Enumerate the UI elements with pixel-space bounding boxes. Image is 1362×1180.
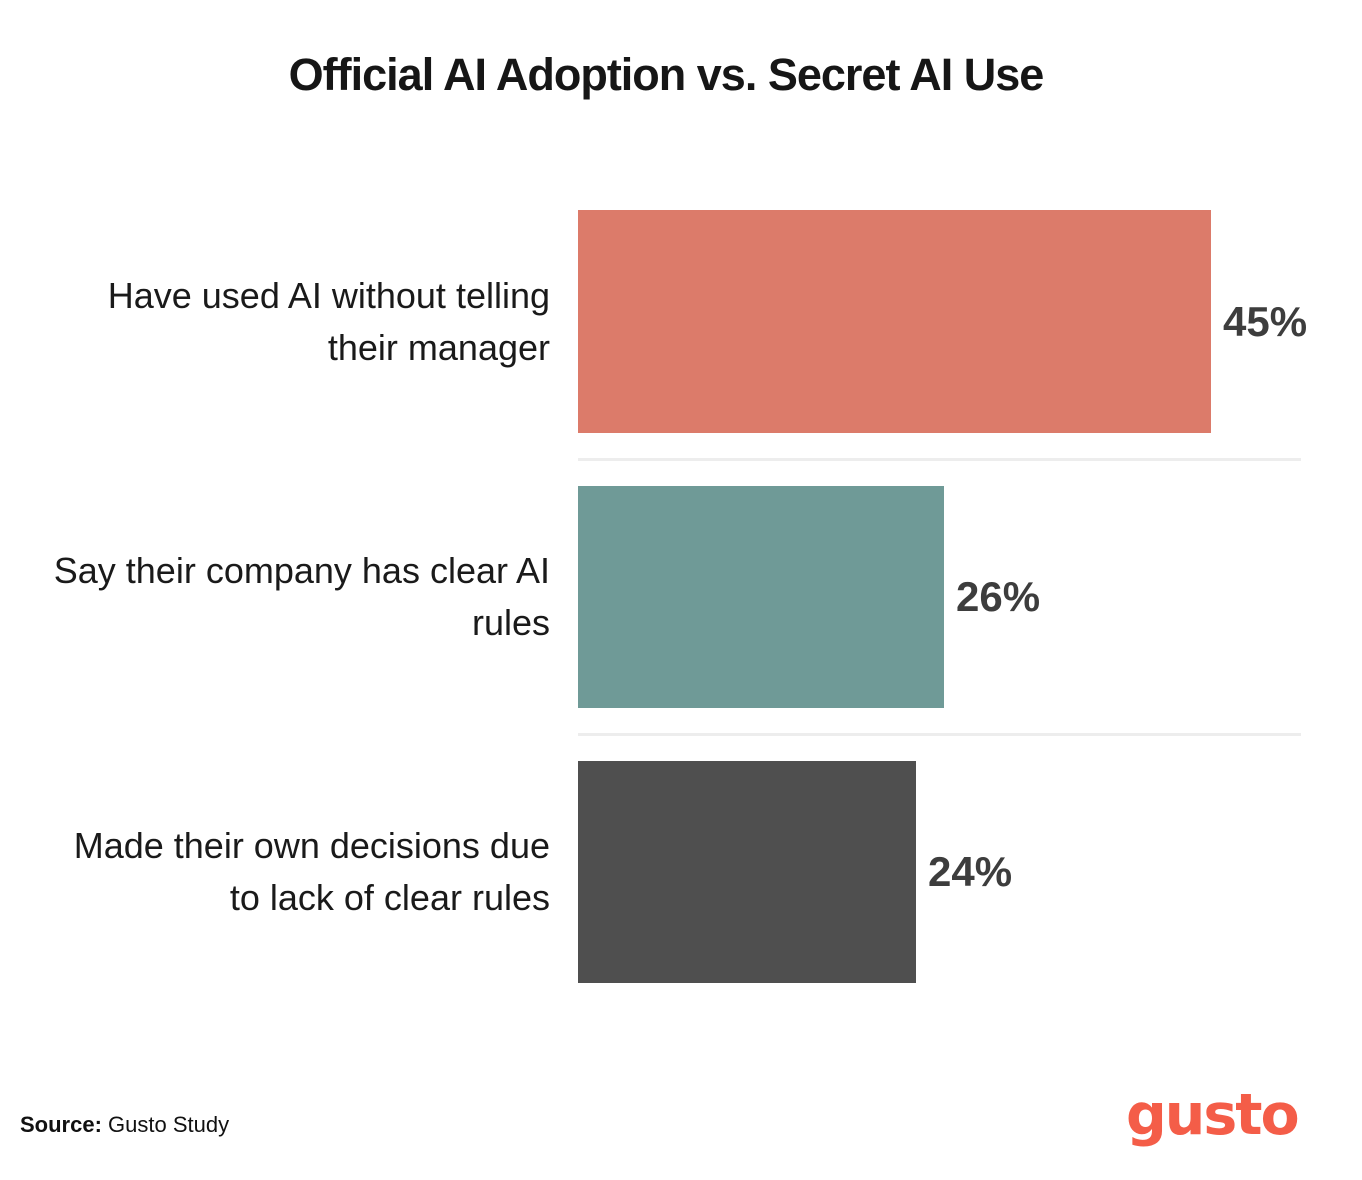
category-label: Say their company has clear AI rules — [0, 486, 550, 708]
bar — [578, 210, 1211, 433]
row-separator — [578, 733, 1301, 736]
source-text: Gusto Study — [108, 1112, 230, 1137]
category-label-line: their manager — [327, 326, 550, 368]
category-label: Have used AI without telling their manag… — [0, 210, 550, 433]
chart-title: Official AI Adoption vs. Secret AI Use — [288, 49, 1045, 100]
gusto-logo: gusto — [1126, 1082, 1300, 1148]
category-label-line: Say their company has clear AI — [53, 550, 550, 591]
source-label: Source: — [20, 1112, 102, 1137]
bar-row: 26% — [578, 486, 1040, 708]
category-label-line: Made their own decisions due — [73, 825, 550, 866]
value-label: 26% — [956, 573, 1041, 620]
category-label: Made their own decisions due to lack of … — [0, 761, 550, 983]
bar-row: 45% — [578, 210, 1307, 433]
value-label: 24% — [928, 848, 1013, 895]
source-note: Source: Gusto Study — [20, 1112, 229, 1138]
category-label-line: rules — [471, 602, 550, 643]
bar — [578, 761, 916, 983]
category-label-line: to lack of clear rules — [229, 877, 550, 918]
row-separator — [578, 458, 1301, 461]
bar-row: 24% — [578, 761, 1012, 983]
bar — [578, 486, 944, 708]
value-label: 45% — [1223, 297, 1308, 345]
category-label-line: Have used AI without telling — [107, 274, 550, 316]
